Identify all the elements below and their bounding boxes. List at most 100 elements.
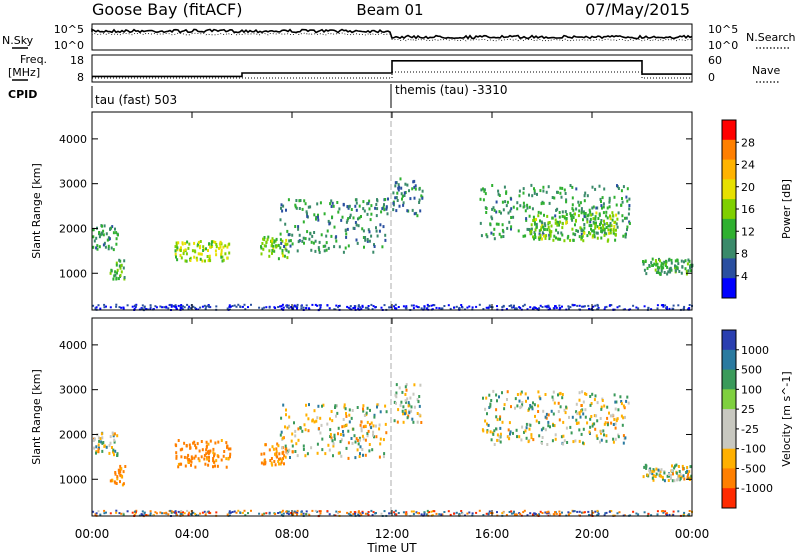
power-cell bbox=[498, 194, 501, 197]
power-cell bbox=[113, 274, 116, 278]
velocity-cell bbox=[495, 415, 498, 419]
velocity-cell bbox=[518, 435, 521, 439]
velocity-cell bbox=[217, 455, 220, 459]
power-cell bbox=[591, 229, 594, 233]
velocity-cell bbox=[114, 472, 117, 476]
power-cell bbox=[533, 187, 535, 191]
noise-search-trace bbox=[91, 32, 693, 42]
power-cell bbox=[281, 249, 284, 252]
velocity-cell bbox=[114, 449, 117, 453]
power-cell bbox=[175, 244, 178, 248]
velocity-cell bbox=[681, 464, 684, 468]
velocity-cell bbox=[362, 404, 365, 408]
velocity-cell bbox=[337, 512, 340, 515]
power-cell bbox=[402, 305, 405, 308]
power-cell bbox=[663, 260, 666, 264]
velocity-cell bbox=[530, 436, 533, 440]
power-cell bbox=[194, 306, 197, 309]
power-cell bbox=[340, 218, 343, 222]
power-cell bbox=[560, 195, 563, 199]
velocity-cell bbox=[401, 390, 404, 394]
power-cell bbox=[175, 305, 177, 308]
velocity-cell bbox=[625, 399, 628, 403]
power-cell bbox=[344, 246, 347, 250]
power-cell bbox=[510, 225, 513, 229]
velocity-cell bbox=[200, 440, 203, 443]
power-cell bbox=[120, 306, 123, 309]
velocity-cell bbox=[395, 401, 397, 405]
velocity-cell bbox=[347, 441, 350, 445]
velocity-cell bbox=[192, 511, 195, 514]
nave-right-label: Nave bbox=[752, 64, 780, 77]
velocity-cell bbox=[373, 415, 376, 419]
power-cell bbox=[565, 217, 568, 220]
velocity-cell bbox=[94, 513, 97, 516]
power-cell bbox=[392, 203, 395, 207]
velocity-cell bbox=[277, 512, 280, 514]
velocity-cell bbox=[283, 462, 285, 466]
velocity-cell bbox=[600, 405, 603, 409]
velocity-cell bbox=[521, 403, 524, 407]
velocity-cell bbox=[370, 421, 373, 425]
power-cell bbox=[542, 201, 545, 205]
velocity-cell bbox=[405, 411, 408, 415]
power-cell bbox=[615, 228, 617, 232]
velocity-cell bbox=[589, 395, 592, 398]
power-cell bbox=[382, 205, 385, 209]
power-cell bbox=[559, 191, 562, 195]
colorbar-tick-label: -1000 bbox=[741, 482, 773, 495]
velocity-cell bbox=[523, 509, 526, 512]
power-cell bbox=[489, 222, 492, 226]
velocity-cell bbox=[547, 420, 550, 424]
velocity-cell bbox=[551, 395, 554, 399]
power-cell bbox=[197, 242, 200, 246]
velocity-cell bbox=[590, 415, 593, 418]
power-cell bbox=[286, 242, 289, 246]
power-cell bbox=[616, 306, 619, 309]
power-cell bbox=[660, 269, 663, 273]
velocity-cell bbox=[396, 420, 399, 424]
power-cell bbox=[406, 183, 409, 187]
velocity-cell bbox=[287, 449, 290, 453]
velocity-cell bbox=[203, 510, 206, 513]
power-cell bbox=[676, 258, 679, 262]
x-tick-label: 08:00 bbox=[275, 527, 310, 541]
power-cell bbox=[112, 231, 115, 235]
power-cell bbox=[294, 225, 297, 228]
velocity-cell bbox=[499, 432, 502, 436]
power-cell bbox=[672, 307, 675, 310]
power-cell bbox=[397, 186, 400, 190]
velocity-cell bbox=[519, 392, 522, 396]
velocity-cell bbox=[268, 448, 271, 452]
velocity-cell bbox=[378, 423, 381, 427]
velocity-cell bbox=[528, 427, 531, 431]
power-cell bbox=[363, 245, 365, 249]
power-cell bbox=[482, 308, 485, 310]
colorbar-swatch bbox=[722, 278, 736, 299]
velocity-cell bbox=[652, 468, 655, 472]
power-cell bbox=[534, 228, 537, 232]
y-tick-label: 4000 bbox=[59, 133, 87, 146]
power-cell bbox=[589, 210, 592, 214]
power-cell bbox=[647, 306, 650, 309]
velocity-cell bbox=[329, 417, 331, 421]
power-cell bbox=[542, 189, 545, 193]
colorbar-label: Power [dB] bbox=[780, 179, 793, 239]
power-cell bbox=[184, 259, 187, 263]
velocity-cell bbox=[302, 444, 305, 448]
velocity-cell bbox=[495, 408, 498, 412]
power-cell bbox=[304, 237, 307, 241]
velocity-cell bbox=[605, 439, 608, 443]
velocity-cell bbox=[683, 477, 686, 481]
power-cell bbox=[310, 248, 313, 252]
power-cell bbox=[683, 260, 685, 264]
power-cell bbox=[621, 200, 624, 204]
power-cell bbox=[497, 192, 500, 196]
velocity-cell bbox=[608, 411, 610, 415]
power-cell bbox=[561, 305, 563, 308]
power-cell bbox=[96, 247, 99, 251]
power-cell bbox=[567, 305, 570, 308]
power-cell bbox=[604, 306, 607, 309]
